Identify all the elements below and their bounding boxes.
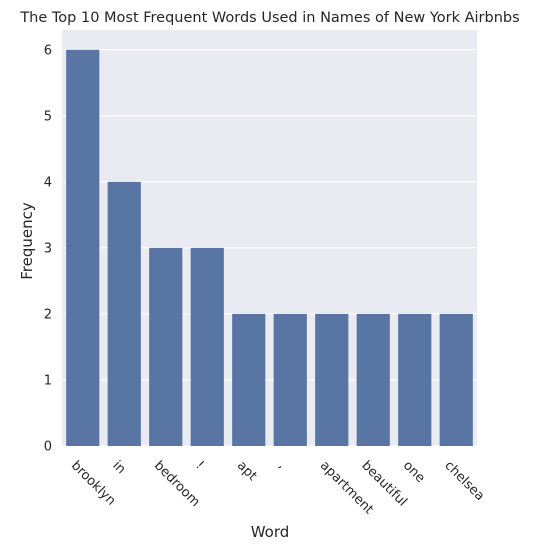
chart-title: The Top 10 Most Frequent Words Used in N… (19, 10, 519, 26)
x-tick-label: ! (192, 458, 206, 472)
bar-9 (440, 314, 473, 446)
bar-8 (398, 314, 431, 446)
y-tick-label: 3 (44, 241, 52, 256)
bar-3 (191, 248, 224, 446)
y-axis-label: Frequency (18, 202, 36, 280)
y-tick-label: 4 (44, 175, 52, 190)
bar-4 (232, 314, 265, 446)
x-tick-label: , (275, 458, 289, 472)
y-tick-label: 5 (44, 109, 52, 124)
x-tick-label: one (400, 458, 428, 486)
y-tick-label: 6 (44, 43, 52, 58)
bar-1 (108, 182, 141, 446)
x-tick-label: brooklyn (68, 458, 118, 508)
x-axis-label: Word (251, 523, 290, 541)
y-tick-labels: 0 1 2 3 4 5 6 (44, 43, 52, 454)
bar-5 (274, 314, 307, 446)
y-tick-label: 2 (44, 307, 52, 322)
bar-6 (315, 314, 348, 446)
bar-0 (66, 50, 99, 446)
x-tick-label: apt (234, 458, 260, 484)
bar-7 (357, 314, 390, 446)
x-tick-label: chelsea (441, 458, 487, 504)
bar-2 (149, 248, 182, 446)
y-tick-label: 0 (44, 440, 52, 455)
x-tick-label: in (109, 458, 128, 477)
y-tick-label: 1 (44, 373, 52, 388)
